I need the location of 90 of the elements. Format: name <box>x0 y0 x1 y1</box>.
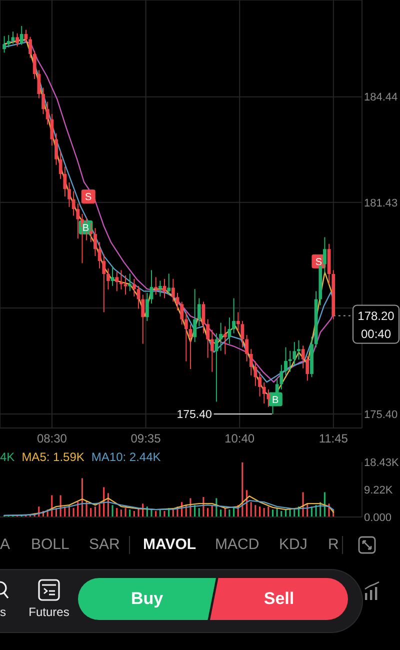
y-tick-label: 181.43 <box>364 197 398 210</box>
candlestick <box>6 34 10 48</box>
candlestick <box>120 270 123 290</box>
candlestick <box>236 312 240 332</box>
candlestick <box>110 266 114 286</box>
candlestick <box>11 31 15 44</box>
x-tick-label: 08:30 <box>36 432 68 446</box>
text: s <box>0 604 6 620</box>
candlestick <box>50 114 54 146</box>
candlestick <box>63 166 67 197</box>
candlestick <box>262 382 266 404</box>
candlestick <box>46 101 50 126</box>
line-series <box>4 500 334 516</box>
candlestick <box>245 334 248 362</box>
text: MA5: 1.59K <box>22 450 84 464</box>
candlestick <box>184 312 188 362</box>
candlestick <box>54 132 58 166</box>
x-tick-label: 10:40 <box>224 432 255 446</box>
candlestick <box>197 298 201 327</box>
x-tick-label: 11:45 <box>318 432 348 446</box>
candlestick <box>98 242 102 269</box>
text: A <box>0 535 10 555</box>
y-tick-label: 18.43K <box>364 456 400 469</box>
candlestick <box>219 322 222 352</box>
candlestick <box>115 271 119 292</box>
candlestick <box>323 236 326 274</box>
candlestick <box>292 342 296 366</box>
x-tick-label: 09:35 <box>130 432 162 446</box>
candlestick <box>158 280 162 297</box>
candlestick <box>89 222 93 243</box>
y-tick-label: 9.22K <box>364 484 394 496</box>
candlestick <box>32 50 36 80</box>
candlestick <box>94 228 97 257</box>
candlestick <box>20 25 24 46</box>
candlestick <box>132 278 136 297</box>
y-tick-label: 0.000 <box>364 512 392 524</box>
text: MA10: 2.44K <box>91 450 161 464</box>
text: KDJ <box>279 535 308 555</box>
candlestick <box>124 274 128 296</box>
candlestick <box>58 150 62 180</box>
candlestick <box>180 301 184 326</box>
candlestick <box>280 364 284 390</box>
candlestick <box>2 36 6 54</box>
text: Futures <box>28 604 70 620</box>
text: 4K <box>0 450 15 464</box>
candlestick <box>288 350 292 372</box>
candlestick <box>16 32 19 47</box>
candlestick <box>28 36 32 58</box>
candlestick <box>266 388 270 408</box>
ref-line-label: 178.20 <box>358 309 395 324</box>
candlestick <box>240 320 244 348</box>
candlestick <box>258 371 262 397</box>
buy-button: Buy <box>78 578 216 620</box>
y-tick-label: 184.44 <box>364 92 398 104</box>
candlestick <box>297 340 300 360</box>
candlestick <box>210 329 214 372</box>
candlestick <box>68 182 71 208</box>
candlestick <box>223 326 227 355</box>
candlestick <box>76 202 80 240</box>
sell-button: Sell <box>210 578 348 620</box>
candlestick <box>72 190 76 216</box>
candlestick <box>284 346 288 376</box>
candlestick <box>24 29 28 44</box>
annotation: B <box>272 394 280 406</box>
candlestick <box>106 268 110 290</box>
candlestick <box>306 356 310 382</box>
y-tick-label: 175.40 <box>364 408 398 421</box>
text: R <box>328 535 339 555</box>
candlestick <box>37 70 41 99</box>
text: BOLL <box>31 535 70 555</box>
candlestick <box>232 298 236 334</box>
text: MACD <box>215 535 260 555</box>
text: MAVOL <box>143 535 196 555</box>
candlestick <box>154 276 158 296</box>
candlestick <box>193 288 197 343</box>
candlestick <box>171 278 175 302</box>
candlestick <box>206 318 210 358</box>
candlestick <box>128 273 132 292</box>
candlestick <box>145 292 149 322</box>
candlestick <box>249 348 253 376</box>
candlestick <box>254 360 258 386</box>
candlestick <box>301 345 305 369</box>
candlestick <box>102 254 106 313</box>
annotation: S <box>85 192 92 204</box>
text: SAR <box>89 535 120 555</box>
candlestick <box>141 294 145 344</box>
candlestick <box>167 273 171 296</box>
candlestick <box>42 87 45 115</box>
annotation: 175.40 <box>176 408 212 421</box>
annotation: 00:40 <box>360 327 392 342</box>
